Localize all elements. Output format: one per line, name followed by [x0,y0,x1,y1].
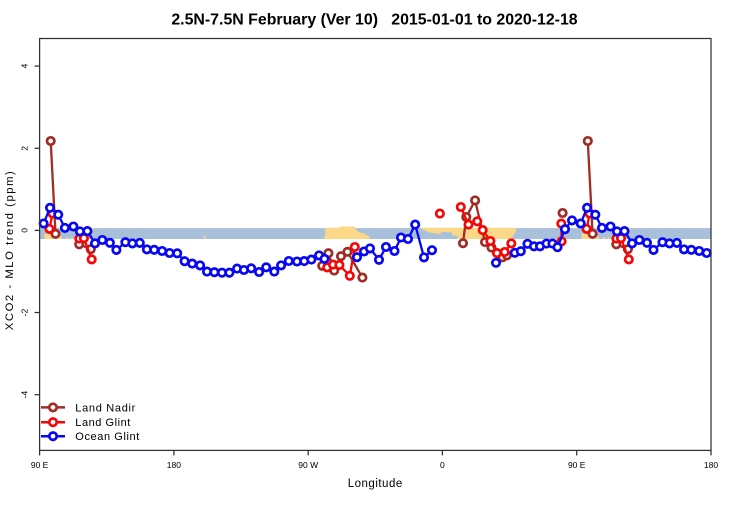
svg-text:Land Glint: Land Glint [75,417,130,429]
svg-text:90 E: 90 E [31,460,49,470]
svg-text:Ocean Glint: Ocean Glint [75,431,139,443]
svg-text:180: 180 [167,460,181,470]
svg-text:0: 0 [20,228,30,233]
svg-text:90 W: 90 W [298,460,318,470]
svg-text:90 E: 90 E [568,460,586,470]
svg-text:-2: -2 [20,308,30,316]
svg-text:Longitude: Longitude [348,478,403,490]
svg-text:180: 180 [704,460,718,470]
svg-text:Land Nadir: Land Nadir [75,402,135,414]
svg-text:4: 4 [20,63,30,68]
svg-text:2.5N-7.5N February (Ver 10): 2.5N-7.5N February (Ver 10) 2015-01-01 t… [171,12,577,29]
svg-text:0: 0 [440,460,445,470]
svg-text:2: 2 [20,146,30,151]
svg-text:XCO2 - MLO trend (ppm): XCO2 - MLO trend (ppm) [4,171,16,330]
svg-text:-4: -4 [20,391,30,399]
